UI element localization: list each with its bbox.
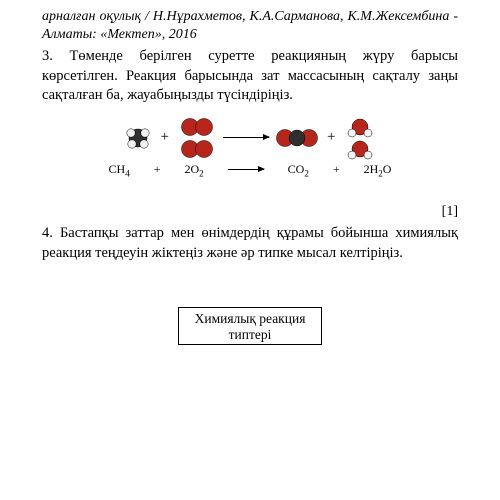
reaction-diagram: + + (42, 116, 458, 160)
molecule-co2 (275, 126, 319, 150)
plus-sign: + (159, 129, 171, 146)
equation-text: CH4 + 2O2 CO2 + 2H2O (42, 162, 458, 178)
molecule-o2-pair (177, 116, 217, 160)
score-marker: [1] (42, 204, 458, 220)
question-3: 3. Төменде берілген суретте реакцияның ж… (42, 47, 458, 106)
plus-sign: + (325, 129, 337, 146)
reference-citation: арналған оқулық / Н.Нұрахметов, К.А.Сарм… (42, 8, 458, 43)
box-line-2: типтері (195, 327, 306, 343)
reaction-types-box: Химиялық реакция типтері (178, 307, 323, 344)
molecule-h2o-pair (343, 116, 377, 160)
equation-arrow (228, 169, 264, 170)
question-4: 4. Бастапқы заттар мен өнімдердің құрамы… (42, 224, 458, 263)
molecule-ch4 (123, 123, 153, 153)
reaction-arrow (223, 137, 269, 138)
box-line-1: Химиялық реакция (195, 311, 306, 327)
